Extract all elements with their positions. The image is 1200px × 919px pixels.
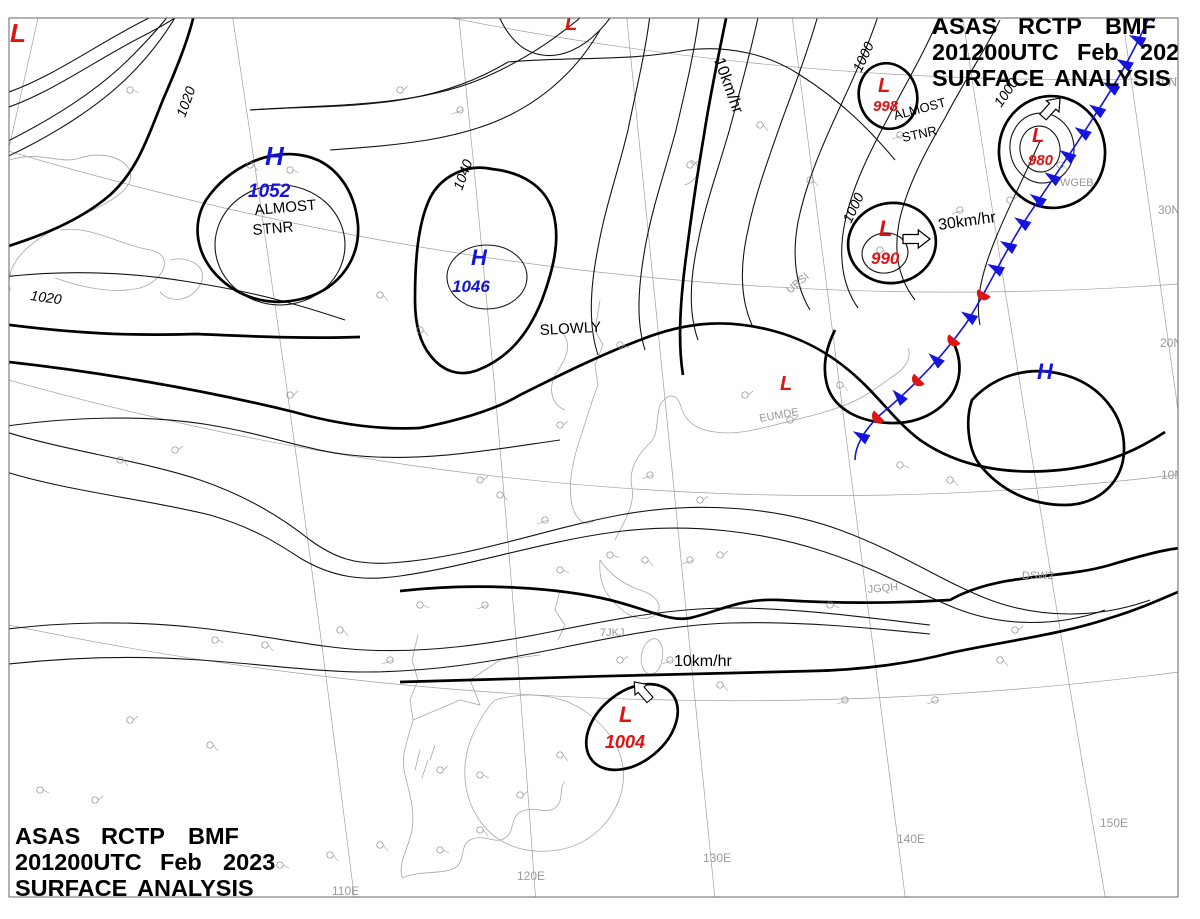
svg-text:L: L xyxy=(879,216,892,241)
svg-text:980: 980 xyxy=(1028,152,1054,169)
svg-text:ASAS: ASAS xyxy=(15,823,80,849)
svg-text:2023: 2023 xyxy=(223,849,275,875)
svg-text:WGEB: WGEB xyxy=(1060,177,1094,189)
svg-text:H: H xyxy=(471,245,488,270)
svg-text:Feb: Feb xyxy=(1077,39,1119,65)
svg-text:1004: 1004 xyxy=(605,732,645,752)
svg-text:L: L xyxy=(10,18,26,48)
svg-text:BMF: BMF xyxy=(188,823,239,849)
svg-text:SURFACE: SURFACE xyxy=(932,65,1044,91)
svg-text:140E: 140E xyxy=(897,832,925,846)
svg-text:STNR: STNR xyxy=(252,218,294,239)
svg-text:7JKJ: 7JKJ xyxy=(600,627,624,639)
svg-text:130E: 130E xyxy=(703,851,731,865)
svg-text:1046: 1046 xyxy=(452,277,490,296)
svg-text:L: L xyxy=(619,702,632,727)
svg-text:201200UTC: 201200UTC xyxy=(932,39,1059,65)
svg-text:201200UTC: 201200UTC xyxy=(15,849,142,875)
svg-text:120E: 120E xyxy=(517,869,545,883)
svg-text:L: L xyxy=(878,75,890,97)
svg-text:H: H xyxy=(1037,359,1054,384)
svg-text:L: L xyxy=(780,373,792,395)
svg-text:RCTP: RCTP xyxy=(101,823,165,849)
svg-text:10km/hr: 10km/hr xyxy=(674,653,732,670)
svg-text:ANALYSIS: ANALYSIS xyxy=(1054,65,1171,91)
svg-text:L: L xyxy=(1032,125,1044,147)
svg-text:H: H xyxy=(265,141,285,171)
svg-text:990: 990 xyxy=(871,249,900,268)
svg-text:110E: 110E xyxy=(332,884,359,898)
svg-text:SLOWLY: SLOWLY xyxy=(539,319,601,339)
svg-text:30N: 30N xyxy=(1158,203,1180,217)
svg-text:Feb: Feb xyxy=(160,849,202,875)
svg-text:DSW2: DSW2 xyxy=(1022,570,1054,582)
svg-text:150E: 150E xyxy=(1100,816,1128,830)
